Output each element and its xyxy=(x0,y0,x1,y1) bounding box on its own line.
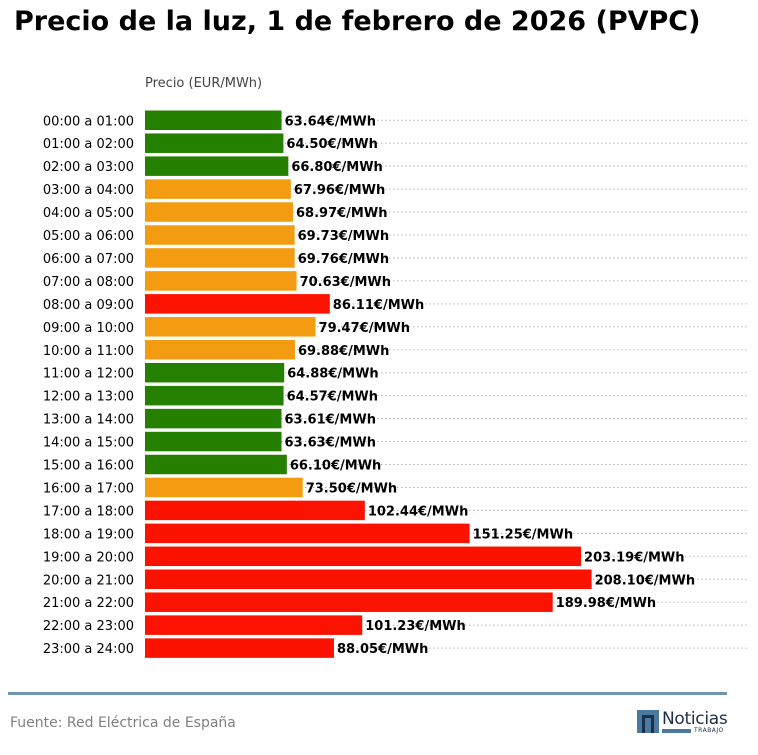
grid-lines xyxy=(145,119,748,649)
category-label: 13:00 a 14:00 xyxy=(43,413,134,428)
category-label: 22:00 a 23:00 xyxy=(43,619,134,634)
footer-divider xyxy=(8,692,727,695)
value-label: 69.88€/MWh xyxy=(298,344,389,359)
category-label: 17:00 a 18:00 xyxy=(43,504,134,519)
category-label: 02:00 a 03:00 xyxy=(43,160,134,175)
bar xyxy=(145,546,582,567)
category-label: 15:00 a 16:00 xyxy=(43,459,134,474)
bar xyxy=(145,179,291,199)
bar xyxy=(145,408,282,429)
value-label: 70.63€/MWh xyxy=(300,275,391,290)
bar xyxy=(145,638,334,658)
bar xyxy=(145,523,470,544)
value-label: 101.23€/MWh xyxy=(365,619,466,634)
bar-chart: Precio (EUR/MWh) 00:00 a 01:00 63.64€/MWh… xyxy=(43,76,748,658)
category-label: 14:00 a 15:00 xyxy=(43,436,134,451)
value-label: 73.50€/MWh xyxy=(306,481,397,496)
category-label: 16:00 a 17:00 xyxy=(43,481,134,496)
y-axis-label: Precio (EUR/MWh) xyxy=(145,76,262,91)
value-label: 63.63€/MWh xyxy=(285,436,376,451)
category-label: 08:00 a 09:00 xyxy=(43,298,134,313)
bar xyxy=(145,431,282,452)
value-label: 79.47€/MWh xyxy=(319,321,410,336)
bar xyxy=(145,271,297,291)
value-label: 189.98€/MWh xyxy=(556,596,657,611)
value-label: 67.96€/MWh xyxy=(294,183,385,198)
value-label: 64.88€/MWh xyxy=(287,367,378,382)
logo-underline xyxy=(662,729,691,733)
value-label: 68.97€/MWh xyxy=(296,206,387,221)
bar xyxy=(145,133,284,153)
bar xyxy=(145,615,363,635)
logo-name: Noticias xyxy=(662,709,728,729)
category-label: 03:00 a 04:00 xyxy=(43,183,134,198)
value-label: 69.76€/MWh xyxy=(298,252,389,267)
bar xyxy=(145,569,592,589)
category-label: 05:00 a 06:00 xyxy=(43,229,134,244)
bar xyxy=(145,225,295,245)
category-label: 23:00 a 24:00 xyxy=(43,642,134,657)
value-label: 208.10€/MWh xyxy=(595,573,696,588)
bar xyxy=(145,592,553,612)
category-label: 09:00 a 10:00 xyxy=(43,321,134,336)
bar xyxy=(145,477,303,498)
category-label: 00:00 a 01:00 xyxy=(43,114,134,129)
bar xyxy=(145,317,316,337)
category-label: 04:00 a 05:00 xyxy=(43,206,134,221)
value-label: 66.10€/MWh xyxy=(290,459,381,474)
bar xyxy=(145,385,284,406)
value-label: 64.50€/MWh xyxy=(286,137,377,152)
category-label: 18:00 a 19:00 xyxy=(43,527,134,542)
value-label: 86.11€/MWh xyxy=(333,298,424,313)
bar xyxy=(145,110,282,130)
bar xyxy=(145,500,365,521)
category-label: 19:00 a 20:00 xyxy=(43,550,134,565)
value-label: 88.05€/MWh xyxy=(337,642,428,657)
category-label: 06:00 a 07:00 xyxy=(43,252,134,267)
bar xyxy=(145,454,287,475)
bar xyxy=(145,340,295,360)
logo-subtitle: TRABAJO xyxy=(694,727,724,734)
value-label: 203.19€/MWh xyxy=(584,550,685,565)
logo-mark-icon xyxy=(637,710,659,733)
bars: 00:00 a 01:00 63.64€/MWh 01:00 a 02:00 64.5… xyxy=(43,110,696,658)
bar xyxy=(145,362,285,383)
bar xyxy=(145,156,289,176)
value-label: 63.61€/MWh xyxy=(285,413,376,428)
value-label: 102.44€/MWh xyxy=(368,504,469,519)
value-label: 69.73€/MWh xyxy=(298,229,389,244)
category-label: 07:00 a 08:00 xyxy=(43,275,134,290)
bar xyxy=(145,248,295,268)
bar xyxy=(145,202,294,222)
bar xyxy=(145,294,330,314)
category-label: 20:00 a 21:00 xyxy=(43,573,134,588)
noticias-trabajo-logo: Noticias TRABAJO xyxy=(637,709,729,735)
category-label: 10:00 a 11:00 xyxy=(43,344,134,359)
chart-title: Precio de la luz, 1 de febrero de 2026 (… xyxy=(14,6,701,37)
category-label: 12:00 a 13:00 xyxy=(43,390,134,405)
value-label: 66.80€/MWh xyxy=(291,160,382,175)
value-label: 63.64€/MWh xyxy=(285,114,376,129)
category-label: 01:00 a 02:00 xyxy=(43,137,134,152)
category-label: 21:00 a 22:00 xyxy=(43,596,134,611)
value-label: 151.25€/MWh xyxy=(473,527,574,542)
category-label: 11:00 a 12:00 xyxy=(43,367,134,382)
source-text: Fuente: Red Eléctrica de España xyxy=(10,715,236,731)
value-label: 64.57€/MWh xyxy=(287,390,378,405)
